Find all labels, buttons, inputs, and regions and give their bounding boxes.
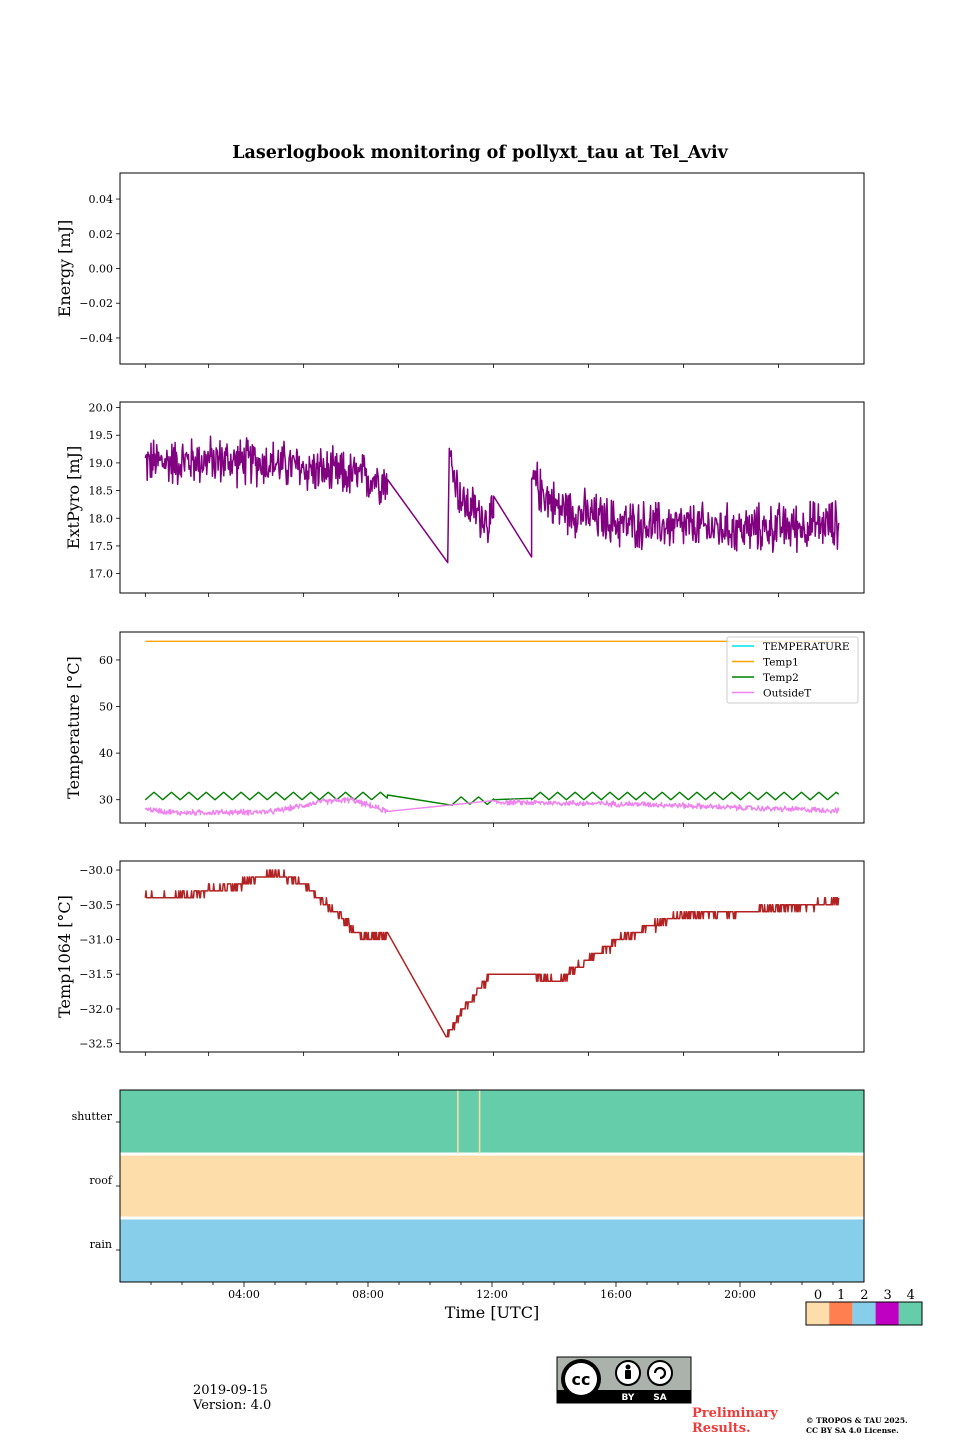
badge-by: BY <box>622 1393 635 1403</box>
status-panel: shutter roof rain 04:00 08:00 12:00 16:00 20:00… <box>72 1089 865 1322</box>
status-row-label: shutter <box>72 1110 113 1123</box>
extpyro-panel: 20.0 19.5 19.0 18.5 18.0 17.5 17.0 ExtPyro [mJ] <box>64 401 865 597</box>
legend-entry: OutsideT <box>763 688 811 700</box>
x-tick-label: 08:00 <box>352 1288 384 1301</box>
colorbar-tick-label: 3 <box>883 1288 891 1303</box>
y-tick-label: 17.0 <box>89 568 114 581</box>
preliminary-note: Preliminary Results. <box>692 1406 778 1436</box>
figure-title: Laserlogbook monitoring of pollyxt_tau a… <box>232 143 728 163</box>
y-tick-label: 17.5 <box>89 540 114 553</box>
colorbar-tick-label: 4 <box>907 1288 915 1303</box>
y-tick-label: 40 <box>99 747 113 760</box>
temp1064-axes-frame <box>119 860 865 1053</box>
legend-entry: Temp2 <box>763 672 799 684</box>
y-tick-label: −30.0 <box>79 864 113 877</box>
y-tick-label: −31.0 <box>79 933 113 946</box>
status-row-label: rain <box>90 1238 112 1251</box>
temp1064-series-line <box>144 869 840 1038</box>
x-tick-label: 04:00 <box>228 1288 260 1301</box>
colorbar-swatch <box>875 1302 899 1325</box>
roof-status-cell <box>120 1154 864 1218</box>
sa-arrow-icon <box>647 1360 673 1386</box>
colorbar-frame <box>805 1301 923 1326</box>
cc-by-sa-icon: cc BY SA <box>556 1356 692 1404</box>
legend-entry: TEMPERATURE <box>763 641 850 653</box>
extpyro-ylabel: ExtPyro [mJ] <box>64 446 83 549</box>
x-tick-label: 16:00 <box>600 1288 632 1301</box>
preliminary-line1: Preliminary <box>692 1406 778 1421</box>
y-tick-label: 50 <box>99 701 113 714</box>
y-tick-label: −31.5 <box>79 968 113 981</box>
y-tick-label: 60 <box>99 654 113 667</box>
svg-text:cc: cc <box>572 1370 591 1389</box>
y-tick-label: −32.0 <box>79 1003 113 1016</box>
legend-entry: Temp1 <box>763 657 799 669</box>
preliminary-line2: Results. <box>692 1421 751 1436</box>
y-tick-label: 20.0 <box>89 402 114 415</box>
energy-panel: 0.04 0.02 0.00 −0.02 −0.04 Energy [mJ] <box>55 172 865 368</box>
y-tick-label: 0.02 <box>89 228 114 241</box>
temp1064-panel: −30.0 −30.5 −31.0 −31.5 −32.0 −32.5 Temp1064 [… <box>55 860 865 1056</box>
energy-ylabel: Energy [mJ] <box>55 220 74 318</box>
colorbar-tick-label: 2 <box>860 1288 868 1303</box>
colorbar-swatch <box>852 1302 876 1325</box>
legend: TEMPERATURE Temp1 Temp2 OutsideT <box>726 636 859 704</box>
badge-sa: SA <box>653 1393 666 1403</box>
temp1064-ylabel: Temp1064 [°C] <box>55 895 74 1018</box>
date-version-block: 2019-09-15 Version: 4.0 <box>193 1383 271 1413</box>
shutter-status-cell <box>120 1090 864 1154</box>
y-tick-label: −30.5 <box>79 899 113 912</box>
y-tick-label: −0.02 <box>79 297 113 310</box>
x-tick-label: 12:00 <box>476 1288 508 1301</box>
extpyro-series-line <box>144 435 840 564</box>
outsidet-series-line <box>144 797 840 816</box>
rain-status-cell <box>120 1218 864 1282</box>
y-tick-label: 0.04 <box>89 193 114 206</box>
status-row-label: roof <box>89 1174 113 1187</box>
x-axis-label: Time [UTC] <box>445 1303 539 1322</box>
temp2-series-line <box>144 791 840 806</box>
y-tick-label: 19.0 <box>89 457 114 470</box>
temperature-ylabel: Temperature [°C] <box>64 656 83 799</box>
temperature-panel: 60 50 40 30 Temperature [°C] TEMPERATURE Temp1… <box>64 631 865 827</box>
copyright-line1: © TROPOS & TAU 2025. <box>806 1416 908 1425</box>
x-tick-label: 20:00 <box>724 1288 756 1301</box>
y-tick-label: 18.0 <box>89 512 114 525</box>
copyright-line2: CC BY SA 4.0 License. <box>806 1426 899 1435</box>
copyright-note: © TROPOS & TAU 2025. CC BY SA 4.0 Licens… <box>806 1416 908 1436</box>
temperature-axes-frame <box>119 631 865 824</box>
colorbar-swatch <box>829 1302 853 1325</box>
y-tick-label: −32.5 <box>79 1038 113 1051</box>
y-tick-label: −0.04 <box>79 332 113 345</box>
y-tick-label: 18.5 <box>89 485 114 498</box>
version-label: Version: 4.0 <box>193 1398 272 1413</box>
date-label: 2019-09-15 <box>193 1383 268 1398</box>
y-tick-label: 19.5 <box>89 429 114 442</box>
legend-box <box>726 636 859 704</box>
colorbar-tick-label: 0 <box>814 1288 822 1303</box>
y-tick-label: 0.00 <box>89 263 114 276</box>
colorbar-tick-label: 1 <box>837 1288 845 1303</box>
colorbar-swatch <box>806 1302 830 1325</box>
extpyro-axes-frame <box>119 401 865 594</box>
colorbar-swatch <box>898 1302 922 1325</box>
energy-axes-frame <box>119 172 865 365</box>
y-tick-label: 30 <box>99 794 113 807</box>
